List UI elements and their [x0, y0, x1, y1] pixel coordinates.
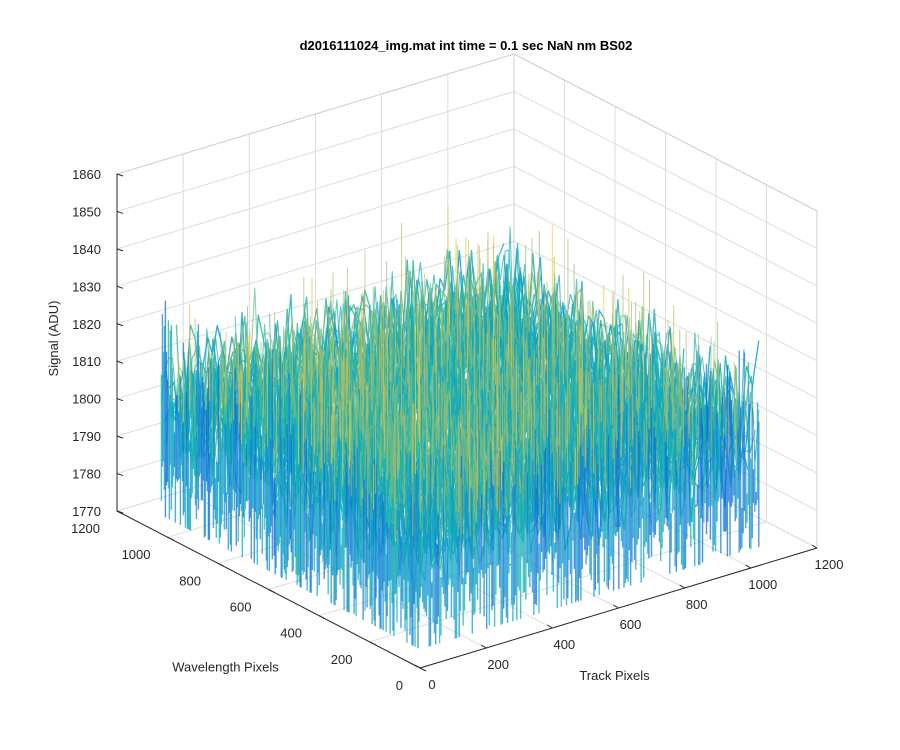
- x-tick-label: 200: [487, 657, 509, 672]
- x-tick: [480, 644, 487, 649]
- y-tick-label: 0: [396, 678, 403, 693]
- z-tick-label: 1800: [72, 392, 101, 407]
- box-edge: [513, 53, 818, 212]
- z-tick: [116, 398, 124, 402]
- z-tick-label: 1840: [72, 242, 101, 257]
- z-tick-label: 1820: [72, 317, 101, 332]
- y-tick: [167, 536, 174, 541]
- surface-mesh: [160, 206, 760, 649]
- y-tick: [318, 615, 326, 620]
- x-tick-label: 1000: [748, 577, 777, 592]
- z-tick-label: 1850: [72, 204, 101, 219]
- x-tick-label: 800: [686, 597, 708, 612]
- x-tick: [679, 584, 685, 589]
- z-tick: [116, 210, 124, 214]
- x-tick: [547, 624, 553, 629]
- x-tick: [613, 604, 619, 609]
- z-tick: [116, 173, 124, 177]
- y-tick: [419, 667, 427, 672]
- tick-labels: 0 200 400 600 800 1000 1200 0 200 400 600 800 1000 12…: [71, 167, 843, 693]
- z-tick: [116, 435, 124, 439]
- y-tick-label: 200: [331, 652, 353, 667]
- chart-title: d2016111024_img.mat int time = 0.1 sec N…: [300, 38, 633, 53]
- z-tick-label: 1790: [72, 429, 101, 444]
- x-axis-label: Track Pixels: [579, 668, 650, 683]
- y-tick-label: 400: [280, 626, 302, 641]
- x-tick-label: 1200: [815, 557, 844, 572]
- y-tick: [268, 589, 275, 593]
- y-tick-label: 600: [230, 600, 252, 615]
- x-tick: [811, 544, 818, 549]
- x-tick-label: 600: [620, 617, 642, 632]
- x-tick: [414, 664, 421, 669]
- y-tick-label: 1000: [122, 547, 151, 562]
- z-tick: [116, 323, 124, 327]
- z-tick-label: 1860: [72, 167, 101, 182]
- y-axis-label: Wavelength Pixels: [172, 660, 279, 675]
- z-tick-label: 1770: [72, 504, 101, 519]
- z-tick: [116, 285, 124, 289]
- z-tick: [116, 473, 124, 477]
- y-tick-label: 800: [179, 573, 201, 588]
- z-tick: [116, 510, 124, 514]
- z-tick: [116, 360, 124, 364]
- z-axis-label: Signal (ADU): [46, 301, 61, 377]
- x-tick: [745, 564, 752, 569]
- x-tick-label: 400: [553, 637, 575, 652]
- y-tick: [369, 641, 376, 646]
- x-tick-label: 0: [428, 677, 435, 692]
- z-tick-label: 1780: [72, 467, 101, 482]
- z-tick-label: 1810: [72, 354, 101, 369]
- z-tick-label: 1830: [72, 279, 101, 294]
- z-tick: [116, 248, 124, 252]
- y-tick-label: 1200: [71, 521, 100, 536]
- y-tick: [217, 562, 225, 567]
- box-edge: [116, 53, 515, 175]
